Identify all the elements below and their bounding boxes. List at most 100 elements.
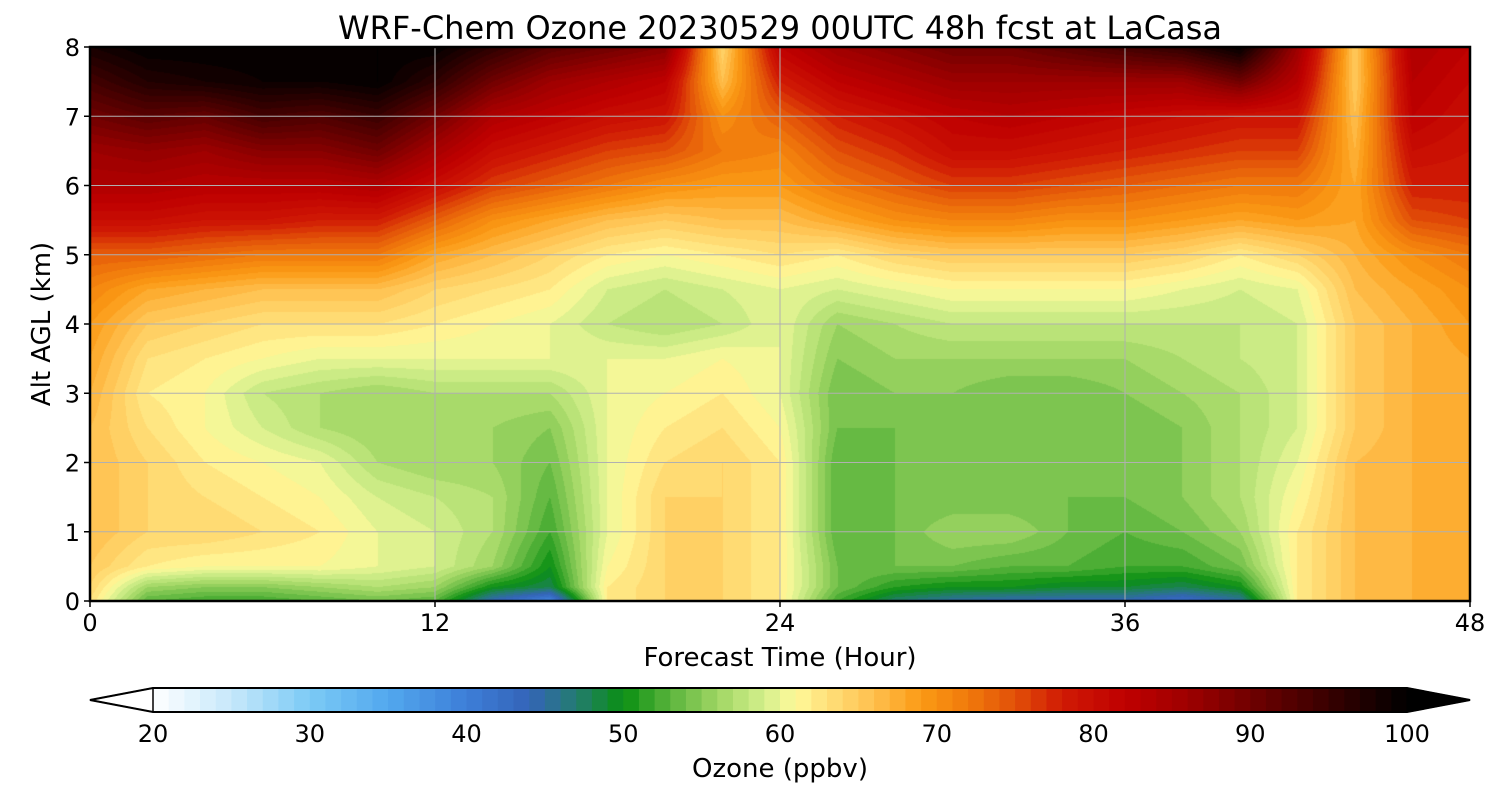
colorbar-level <box>952 688 969 712</box>
colorbar-level <box>654 688 671 712</box>
colorbar-level <box>1140 688 1157 712</box>
colorbar-level <box>795 688 812 712</box>
colorbar-tick-label: 70 <box>921 720 952 748</box>
colorbar-level <box>670 688 687 712</box>
colorbar-level <box>544 688 562 712</box>
colorbar-level <box>638 688 656 712</box>
colorbar-level <box>341 688 358 712</box>
colorbar-level <box>1344 688 1361 712</box>
colorbar-level <box>450 688 468 712</box>
colorbar-level <box>936 688 954 712</box>
colorbar-level <box>780 688 797 712</box>
y-tick-label: 7 <box>65 103 80 131</box>
colorbar-level <box>889 688 906 712</box>
colorbar-level <box>466 688 483 712</box>
colorbar-level <box>1297 688 1314 712</box>
colorbar-level <box>811 688 828 712</box>
y-axis-ticks: 0 1 2 3 4 5 6 7 8 <box>65 34 90 616</box>
colorbar-level <box>999 688 1016 712</box>
colorbar-level <box>513 688 530 712</box>
colorbar-level <box>1109 688 1126 712</box>
colorbar-level <box>591 688 609 712</box>
colorbar-level <box>905 688 922 712</box>
colorbar-level <box>1030 688 1048 712</box>
colorbar-level <box>356 688 374 712</box>
colorbar-level <box>1391 688 1408 712</box>
colorbar-level <box>1062 688 1079 712</box>
colorbar-level <box>717 688 734 712</box>
colorbar-label: Ozone (ppbv) <box>692 754 868 784</box>
colorbar-level <box>1328 688 1345 712</box>
colorbar <box>89 687 1471 713</box>
colorbar-extend-min <box>89 687 154 713</box>
colorbar-level <box>1281 688 1298 712</box>
colorbar-tick-label: 30 <box>294 720 325 748</box>
colorbar-level <box>764 688 781 712</box>
y-tick-label: 4 <box>65 311 80 339</box>
colorbar-level <box>200 688 217 712</box>
colorbar-tick-label: 90 <box>1235 720 1266 748</box>
colorbar-level <box>247 688 264 712</box>
colorbar-level <box>1171 688 1189 712</box>
colorbar-level <box>576 688 593 712</box>
colorbar-level <box>1375 688 1392 712</box>
colorbar-level <box>1265 688 1283 712</box>
colorbar-level <box>701 688 718 712</box>
colorbar-level <box>325 688 342 712</box>
colorbar-level <box>1203 688 1220 712</box>
y-tick-label: 2 <box>65 450 80 478</box>
colorbar-extend-max <box>1406 687 1471 713</box>
colorbar-level <box>294 688 311 712</box>
colorbar-level <box>497 688 515 712</box>
colorbar-level <box>1093 688 1110 712</box>
colorbar-level <box>983 688 1001 712</box>
colorbar-level <box>560 688 577 712</box>
colorbar-level <box>921 688 938 712</box>
colorbar-level <box>827 688 844 712</box>
colorbar-tick-label: 20 <box>138 720 169 748</box>
colorbar-level <box>748 688 765 712</box>
x-axis-label: Forecast Time (Hour) <box>643 643 916 673</box>
colorbar-ticks: 20 30 40 50 60 70 80 90 100 <box>138 720 1430 748</box>
y-tick-label: 1 <box>65 519 80 547</box>
colorbar-level <box>685 688 703 712</box>
colorbar-level <box>623 688 640 712</box>
colorbar-level <box>168 688 185 712</box>
colorbar-level <box>1046 688 1063 712</box>
chart-title: WRF-Chem Ozone 20230529 00UTC 48h fcst a… <box>338 9 1222 47</box>
colorbar-level <box>231 688 248 712</box>
colorbar-level <box>1156 688 1173 712</box>
y-tick-label: 6 <box>65 173 80 201</box>
colorbar-level <box>309 688 327 712</box>
colorbar-level <box>482 688 499 712</box>
colorbar-level <box>372 688 389 712</box>
x-tick-label: 48 <box>1455 609 1486 637</box>
x-axis-ticks: 0 12 24 36 48 <box>82 601 1485 637</box>
colorbar-tick-label: 40 <box>451 720 482 748</box>
colorbar-level <box>1187 688 1204 712</box>
colorbar-level <box>968 688 985 712</box>
colorbar-level <box>1077 688 1095 712</box>
colorbar-level <box>1359 688 1377 712</box>
colorbar-level <box>184 688 201 712</box>
y-tick-label: 5 <box>65 242 80 270</box>
colorbar-tick-label: 60 <box>765 720 796 748</box>
colorbar-level <box>607 688 624 712</box>
x-tick-label: 24 <box>765 609 796 637</box>
colorbar-outline <box>89 687 1471 713</box>
colorbar-level <box>435 688 452 712</box>
colorbar-level <box>842 688 859 712</box>
colorbar-level <box>153 688 170 712</box>
colorbar-level <box>1124 688 1142 712</box>
x-tick-label: 36 <box>1110 609 1141 637</box>
colorbar-level <box>732 688 750 712</box>
colorbar-level <box>262 688 279 712</box>
x-tick-label: 0 <box>82 609 97 637</box>
colorbar-level <box>874 688 891 712</box>
colorbar-level <box>1218 688 1236 712</box>
colorbar-level <box>388 688 405 712</box>
colorbar-level <box>858 688 875 712</box>
x-tick-label: 12 <box>420 609 451 637</box>
colorbar-level <box>529 688 546 712</box>
